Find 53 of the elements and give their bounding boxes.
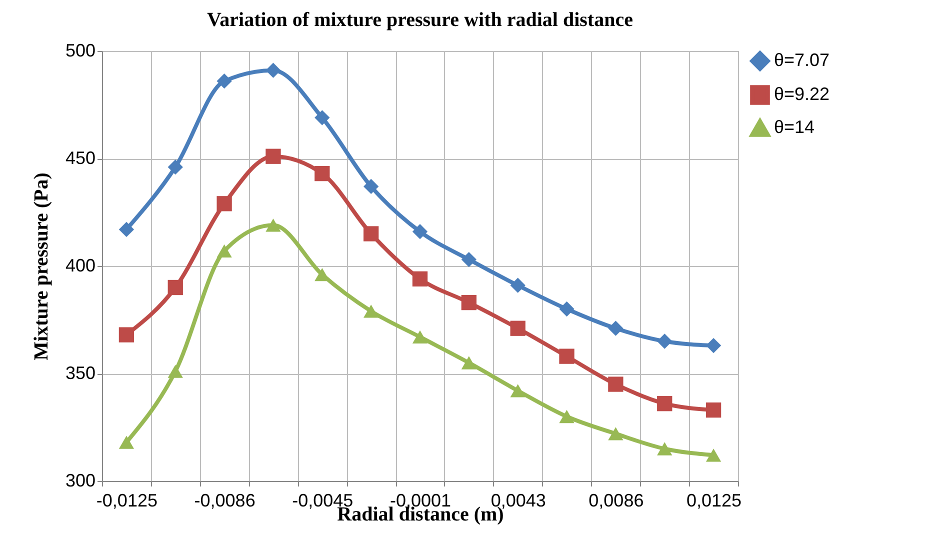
point — [314, 110, 330, 126]
point — [510, 320, 526, 336]
x-tick-label: -0,0125 — [96, 490, 158, 510]
point — [412, 330, 428, 344]
point — [168, 364, 183, 378]
point — [657, 442, 672, 456]
point — [266, 62, 281, 78]
legend-label: θ=9.22 — [774, 84, 830, 104]
point — [608, 376, 624, 392]
y-axis-title: Mixture pressure (Pa) — [30, 172, 52, 360]
point — [216, 196, 232, 212]
y-tick-label: 400 — [65, 256, 96, 276]
point — [706, 402, 722, 418]
point — [363, 178, 379, 194]
point — [216, 74, 232, 89]
y-tick-label: 500 — [65, 40, 96, 60]
point — [412, 224, 428, 240]
point — [363, 304, 379, 318]
point — [314, 166, 330, 182]
point — [706, 338, 722, 354]
point — [168, 280, 183, 296]
point — [461, 356, 477, 370]
point — [266, 218, 281, 232]
point — [118, 327, 134, 342]
point — [510, 384, 526, 398]
legend-label: θ=14 — [774, 117, 815, 137]
x-tick-label: -0,0086 — [194, 490, 256, 510]
point — [608, 320, 624, 336]
point — [559, 301, 574, 317]
point — [363, 226, 379, 242]
chart-title: Variation of mixture pressure with radial distance — [207, 9, 634, 31]
point — [168, 160, 183, 175]
point — [657, 334, 672, 349]
point — [559, 410, 574, 424]
point — [608, 427, 624, 440]
x-tick-label: 0,0043 — [490, 490, 546, 510]
point — [412, 271, 428, 286]
point — [461, 294, 477, 310]
y-tick-label: 450 — [65, 148, 96, 168]
point — [216, 244, 232, 258]
point — [118, 436, 134, 449]
point — [706, 448, 722, 462]
x-tick-label: 0,0086 — [588, 490, 644, 510]
point — [461, 252, 477, 268]
point — [510, 278, 526, 293]
point — [657, 396, 672, 412]
point — [118, 222, 134, 238]
legend-label: θ=7.07 — [774, 50, 830, 70]
y-tick-label: 300 — [65, 470, 96, 490]
point — [266, 148, 281, 164]
x-tick-label: 0,0125 — [686, 490, 742, 510]
y-tick-label: 350 — [65, 363, 96, 383]
point — [559, 348, 574, 364]
